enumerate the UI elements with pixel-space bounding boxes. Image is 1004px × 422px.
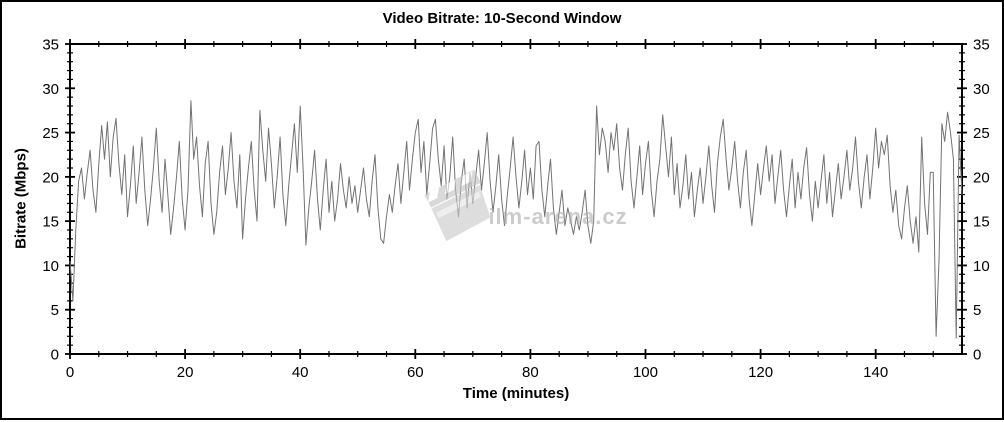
y-tick-label: 15 xyxy=(42,214,59,231)
x-tick-label: 20 xyxy=(177,364,194,381)
y-tick-label-right: 20 xyxy=(973,169,990,186)
y-tick-label-right: 5 xyxy=(973,302,981,319)
x-tick-label: 0 xyxy=(66,364,74,381)
y-tick-label-right: 0 xyxy=(973,347,981,364)
y-tick-label: 25 xyxy=(42,125,59,142)
y-tick-label: 0 xyxy=(51,347,59,364)
x-tick-label: 40 xyxy=(292,364,309,381)
y-tick-label-right: 15 xyxy=(973,214,990,231)
y-tick-label: 20 xyxy=(42,169,59,186)
x-axis-label: Time (minutes) xyxy=(462,385,570,402)
y-tick-label: 5 xyxy=(51,302,59,319)
y-tick-label-right: 25 xyxy=(973,125,990,142)
y-tick-label: 35 xyxy=(42,37,59,54)
chart-title: Video Bitrate: 10-Second Window xyxy=(382,10,622,27)
x-tick-label: 80 xyxy=(522,364,539,381)
y-tick-label-right: 35 xyxy=(973,37,990,54)
y-tick-label: 10 xyxy=(42,258,59,275)
x-tick-label: 60 xyxy=(407,364,424,381)
x-tick-label: 120 xyxy=(748,364,773,381)
plot-box xyxy=(69,43,963,355)
y-tick-label-right: 30 xyxy=(973,81,990,98)
y-tick-label: 30 xyxy=(42,81,59,98)
bitrate-line xyxy=(69,100,963,339)
x-tick-label: 100 xyxy=(633,364,658,381)
x-tick-label: 140 xyxy=(863,364,888,381)
y-tick-label-right: 10 xyxy=(973,258,990,275)
